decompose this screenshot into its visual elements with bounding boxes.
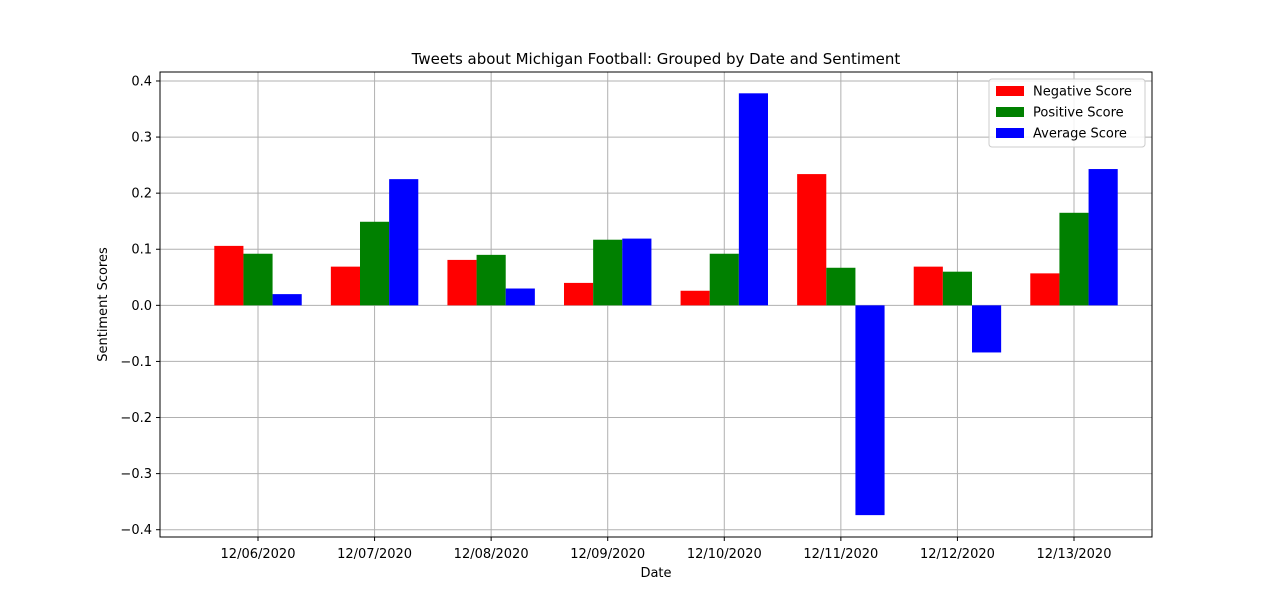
bar bbox=[1030, 273, 1060, 306]
x-tick-label: 12/12/2020 bbox=[920, 547, 995, 562]
bar bbox=[505, 288, 535, 306]
x-tick-label: 12/10/2020 bbox=[687, 547, 762, 562]
axes-frame bbox=[159, 71, 1153, 538]
y-tick-label: −0.2 bbox=[120, 411, 152, 426]
bar bbox=[564, 282, 594, 306]
y-tick-label: −0.4 bbox=[120, 523, 152, 538]
bar bbox=[214, 245, 244, 306]
bar bbox=[972, 305, 1002, 353]
bar bbox=[913, 266, 943, 306]
bar bbox=[942, 271, 972, 306]
legend-label: Average Score bbox=[1033, 127, 1127, 142]
bar bbox=[1059, 212, 1089, 306]
y-tick-label: 0.0 bbox=[131, 299, 152, 314]
legend-label: Negative Score bbox=[1033, 85, 1132, 100]
x-tick-label: 12/11/2020 bbox=[803, 547, 878, 562]
x-tick-label: 12/09/2020 bbox=[570, 547, 645, 562]
x-tick-label: 12/13/2020 bbox=[1037, 547, 1112, 562]
y-tick-label: 0.4 bbox=[131, 74, 152, 89]
legend-swatch bbox=[996, 86, 1024, 96]
chart-title: Tweets about Michigan Football: Grouped … bbox=[411, 50, 901, 68]
y-axis-label: Sentiment Scores bbox=[96, 247, 111, 362]
bar bbox=[622, 238, 652, 306]
bar bbox=[826, 267, 856, 306]
x-tick-label: 12/06/2020 bbox=[221, 547, 296, 562]
y-tick-label: 0.3 bbox=[131, 131, 152, 146]
bar bbox=[738, 93, 768, 306]
legend-label: Positive Score bbox=[1033, 106, 1124, 121]
bar bbox=[680, 290, 710, 306]
bar bbox=[389, 179, 419, 306]
x-tick-label: 12/08/2020 bbox=[454, 547, 529, 562]
y-tick-label: 0.2 bbox=[131, 187, 152, 202]
bar bbox=[447, 259, 477, 306]
bar bbox=[797, 174, 827, 306]
bar bbox=[330, 266, 360, 306]
bar bbox=[855, 305, 885, 516]
bar bbox=[476, 254, 506, 306]
y-tick-label: 0.1 bbox=[131, 243, 152, 258]
legend-box bbox=[988, 78, 1146, 148]
y-tick-label: −0.1 bbox=[120, 355, 152, 370]
bar bbox=[272, 294, 302, 306]
x-axis-ticks: 12/06/2020 12/07/2020 12/08/2020 12/09/2020… bbox=[221, 537, 1112, 562]
bars bbox=[214, 93, 1118, 516]
bar bbox=[709, 253, 739, 306]
legend-swatch bbox=[996, 107, 1024, 117]
y-axis-ticks: −0.4 −0.3 −0.2 −0.1 0.0 0.1 0.2 0.3 0.4 bbox=[120, 74, 160, 538]
legend-swatch bbox=[996, 128, 1024, 138]
bar bbox=[593, 239, 623, 306]
x-tick-label: 12/07/2020 bbox=[337, 547, 412, 562]
bar bbox=[360, 221, 390, 306]
x-axis-label: Date bbox=[640, 566, 671, 581]
bar bbox=[1088, 169, 1118, 306]
legend: Negative Score Positive Score Average Scor… bbox=[988, 78, 1146, 148]
y-tick-label: −0.3 bbox=[120, 467, 152, 482]
bar bbox=[243, 253, 273, 306]
